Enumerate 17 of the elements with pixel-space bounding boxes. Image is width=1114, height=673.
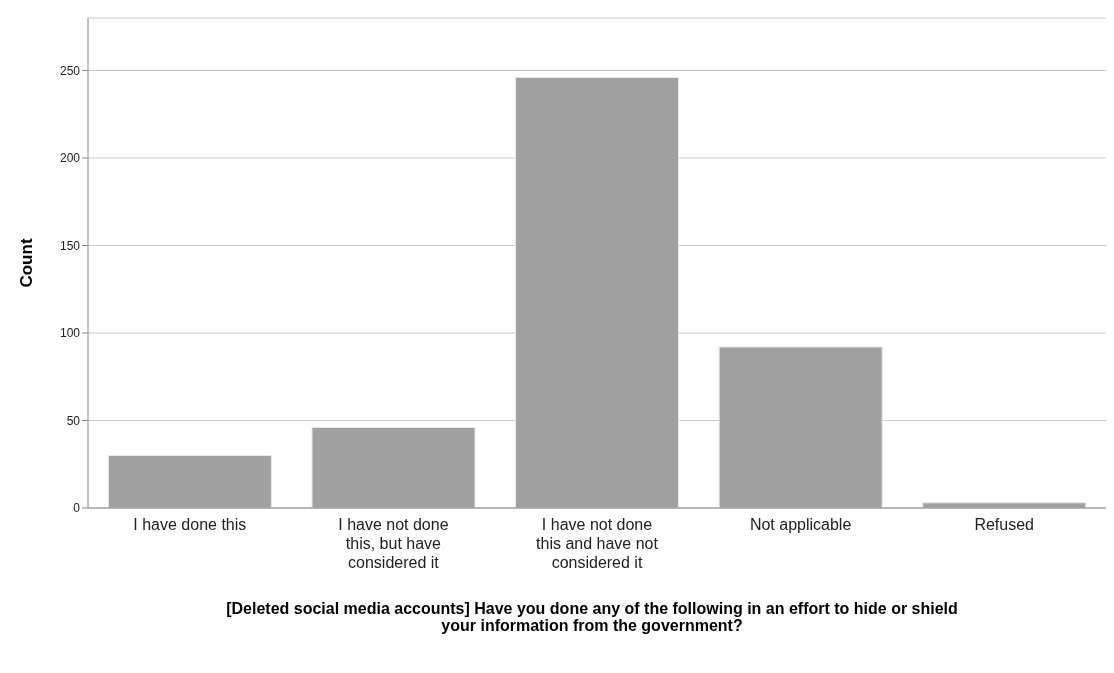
bar bbox=[515, 77, 680, 508]
y-tick-label: 50 bbox=[66, 413, 81, 428]
y-tick-label: 150 bbox=[59, 238, 81, 253]
x-tick-label: I have not done this, but have considered it bbox=[338, 516, 449, 571]
y-tick-label: 0 bbox=[73, 501, 81, 516]
bar bbox=[718, 346, 883, 508]
y-axis-title: Count bbox=[17, 238, 37, 288]
x-tick-label: I have done this bbox=[133, 516, 247, 533]
x-axis-title: [Deleted social media accounts] Have you done any of the following in an effort to hide or shield your information from the government? bbox=[225, 600, 959, 634]
y-tick-label: 200 bbox=[59, 151, 81, 166]
x-tick-label: Refused bbox=[974, 516, 1034, 533]
y-tick-label: 100 bbox=[59, 326, 81, 341]
y-tick-label: 250 bbox=[59, 63, 81, 78]
x-tick-label: I have not done this and have not considered it bbox=[536, 516, 659, 571]
x-tick-label: Not applicable bbox=[749, 516, 852, 533]
bar bbox=[107, 455, 272, 508]
bar bbox=[311, 427, 476, 508]
